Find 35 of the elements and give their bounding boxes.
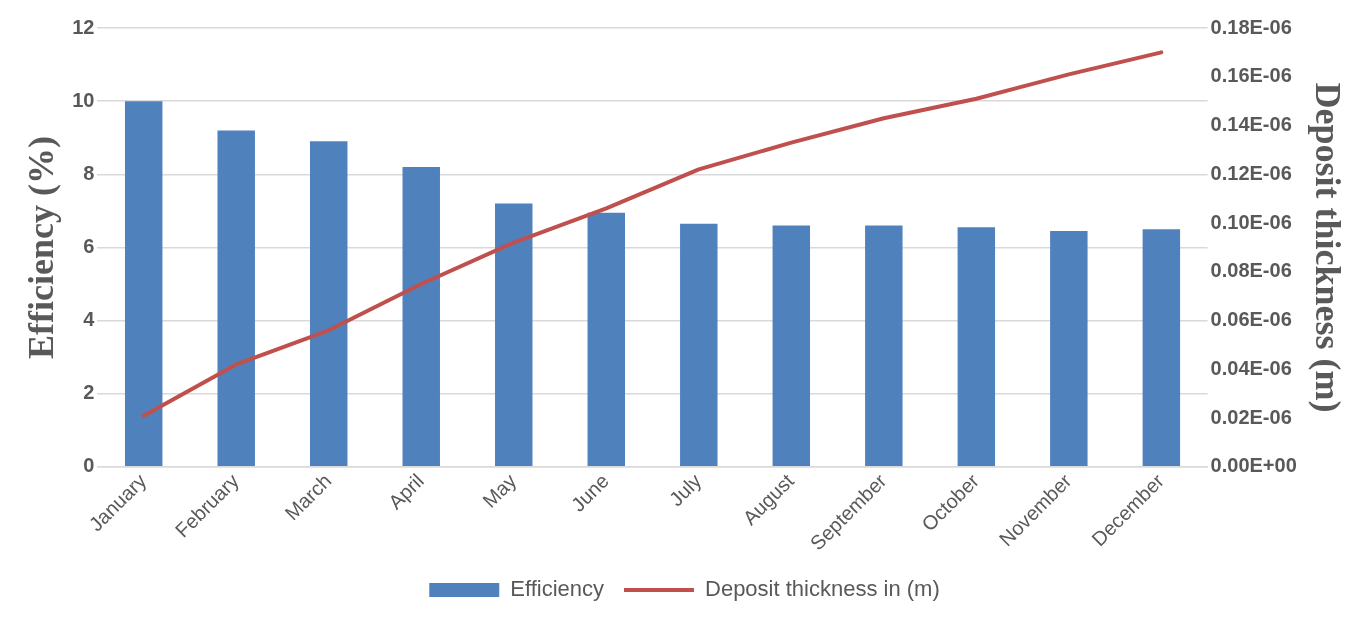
bar (957, 227, 996, 467)
bar (680, 223, 718, 467)
bar (772, 225, 811, 467)
bar (865, 225, 903, 467)
y-tick-label: 0 (83, 454, 95, 477)
y2-tick-label: 0.04E-06 (1210, 356, 1292, 379)
bar (217, 130, 255, 467)
y-axis-title: Efficiency (%) (20, 135, 61, 359)
y-tick-label: 12 (72, 15, 95, 38)
y-tick-label: 4 (83, 308, 96, 331)
y2-tick-label: 0.06E-06 (1210, 308, 1292, 331)
y2-tick-label: 0.02E-06 (1210, 405, 1292, 428)
y2-tick-label: 0.10E-06 (1210, 210, 1292, 233)
legend-label: Efficiency (510, 576, 605, 602)
x-tick-label: July (664, 469, 706, 511)
bar (1050, 230, 1088, 467)
bar (1142, 229, 1181, 467)
y2-tick-label: 0.16E-06 (1210, 64, 1292, 87)
y-tick-label: 6 (83, 234, 95, 257)
y2-tick-label: 0.18E-06 (1210, 15, 1292, 38)
y2-tick-label: 0.00E+00 (1210, 454, 1297, 477)
bar (495, 203, 533, 467)
y-tick-label: 2 (83, 381, 95, 404)
y-tick-label: 10 (72, 88, 95, 111)
x-tick-label: May (478, 469, 521, 512)
bar (402, 166, 440, 467)
y2-tick-label: 0.14E-06 (1210, 113, 1292, 136)
y-tick-label: 8 (83, 161, 95, 184)
bar (310, 141, 348, 467)
bar (587, 212, 626, 467)
y2-axis-title: Deposit thickness (m) (1308, 82, 1349, 413)
bar (124, 101, 163, 467)
legend-label: Deposit thickness in (m) (705, 576, 940, 602)
y2-tick-label: 0.08E-06 (1210, 259, 1292, 282)
y2-tick-label: 0.12E-06 (1210, 161, 1292, 184)
